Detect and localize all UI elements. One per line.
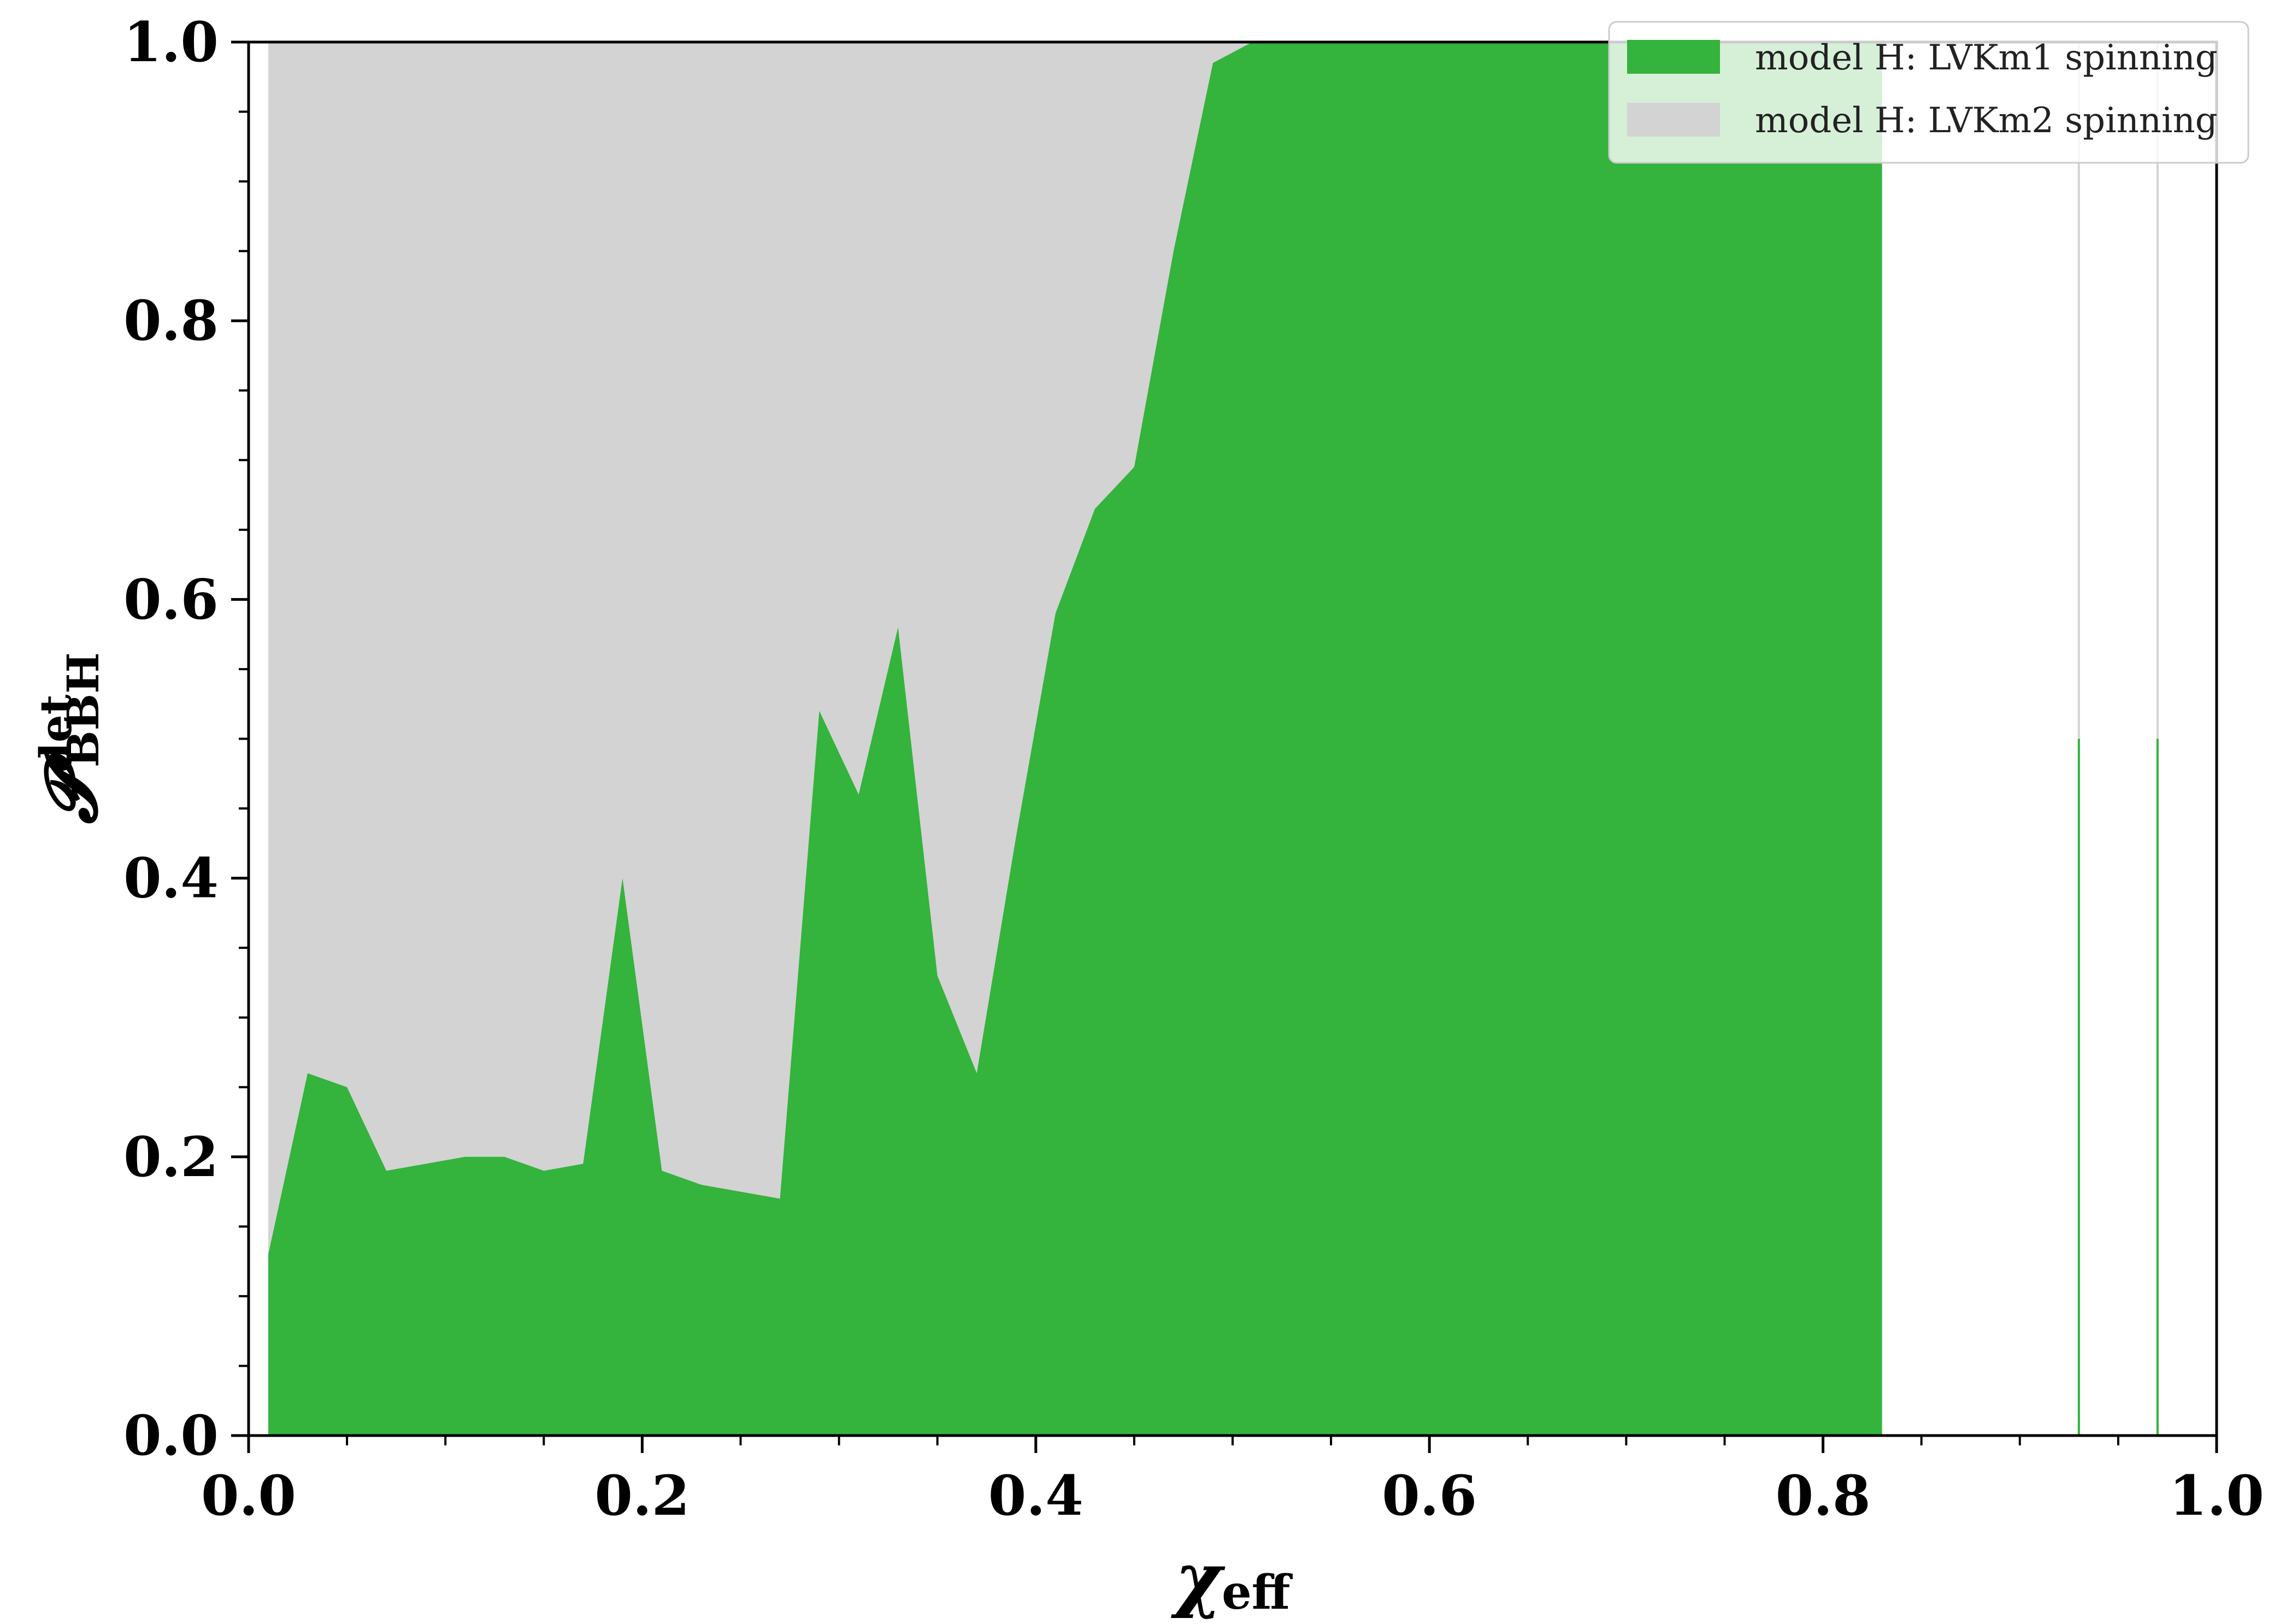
legend: model H: LVKm1 spinning model H: LVKm2 s…	[1608, 21, 2249, 164]
x-axis-ticks: 0.0 0.2 0.4 0.6 0.8 1.0	[201, 1436, 2264, 1528]
y-tick-label: 0.0	[123, 1403, 219, 1468]
svg-text:BBH: BBH	[57, 652, 109, 767]
y-tick-label: 0.8	[123, 288, 219, 353]
x-tick-label: 0.4	[988, 1463, 1083, 1528]
x-tick-label: 0.8	[1776, 1463, 1871, 1528]
x-tick-label: 0.2	[594, 1463, 690, 1528]
y-tick-label: 0.4	[123, 846, 219, 911]
x-axis-title: χeff	[1171, 1537, 1293, 1620]
x-tick-label: 0.6	[1382, 1463, 1477, 1528]
y-tick-label: 0.6	[123, 567, 219, 631]
legend-label-lvkm2: model H: LVKm2 spinning	[1755, 101, 2218, 141]
y-axis-title: 𝓟det BBH	[29, 652, 113, 824]
legend-swatch-lvkm1	[1627, 40, 1720, 74]
x-tick-label: 1.0	[2169, 1463, 2264, 1528]
legend-label-lvkm1: model H: LVKm1 spinning	[1755, 38, 2218, 78]
series-spikes	[2077, 42, 2159, 1436]
legend-swatch-lvkm2	[1627, 103, 1720, 137]
series-lvkm1-area	[268, 42, 1882, 1436]
x-tick-label: 0.0	[201, 1463, 296, 1528]
y-tick-label: 1.0	[123, 10, 219, 74]
y-axis-ticks: 0.0 0.2 0.4 0.6 0.8 1.0	[123, 10, 249, 1468]
y-tick-label: 0.2	[123, 1125, 219, 1189]
legend-box	[1608, 21, 2249, 164]
area-lvkm1	[268, 42, 1882, 1436]
